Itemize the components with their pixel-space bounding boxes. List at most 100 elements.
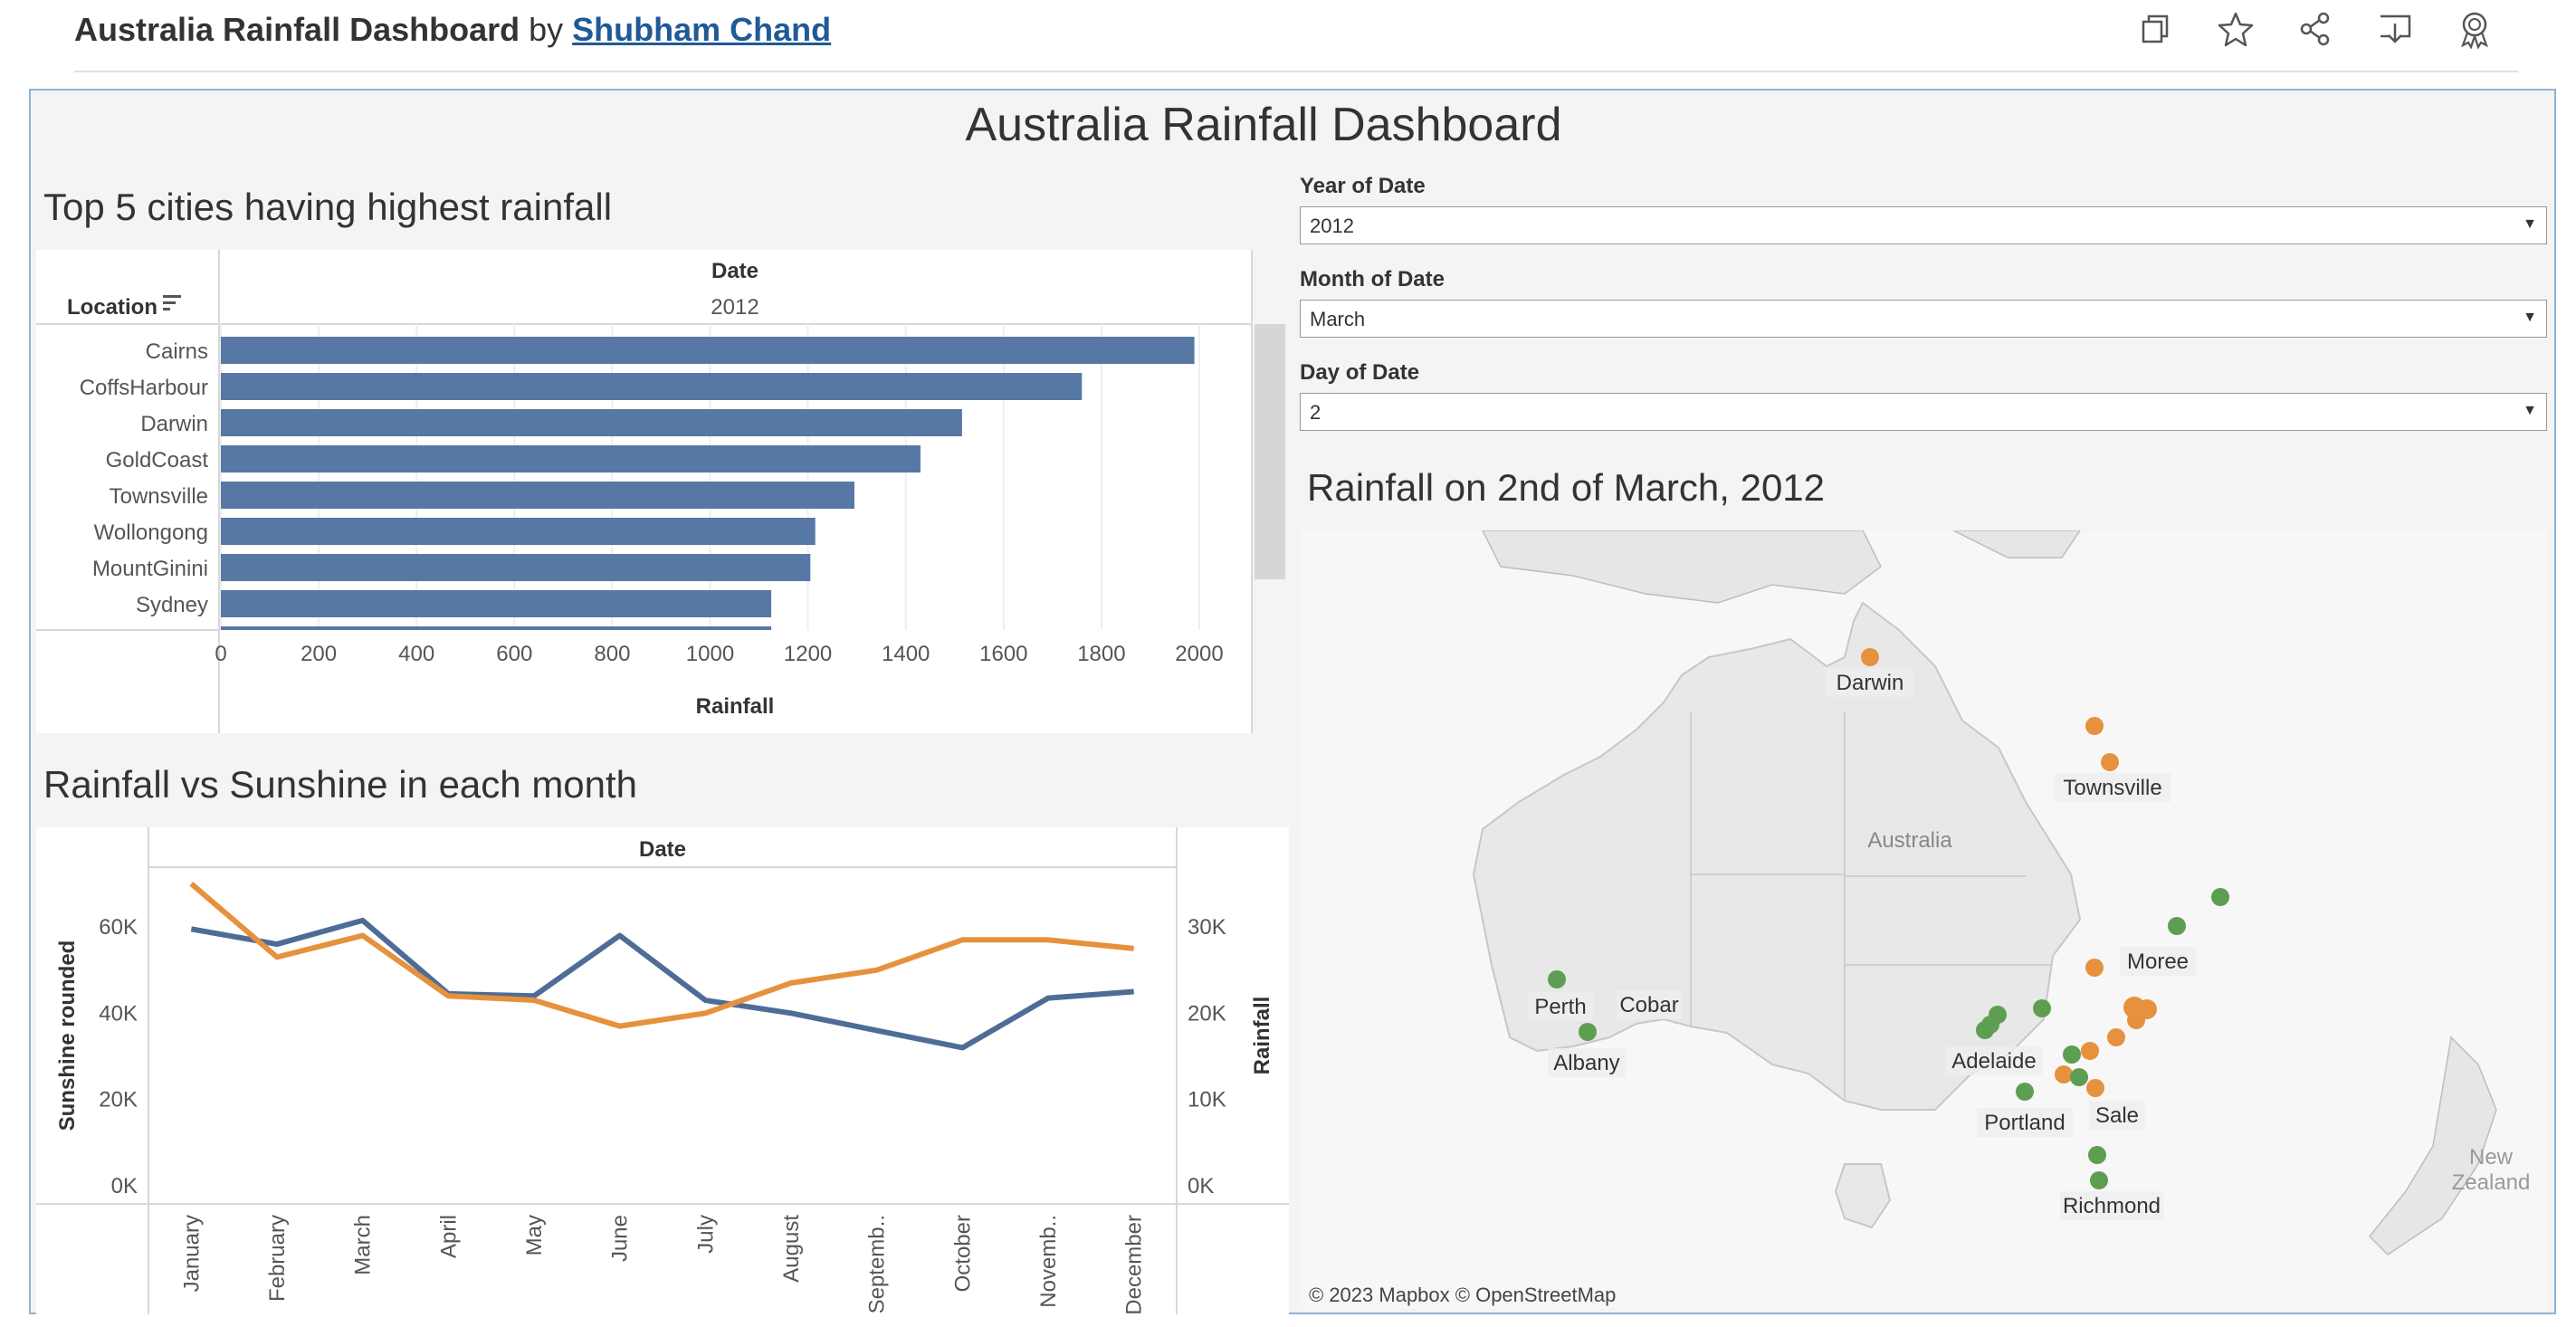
map-point[interactable]	[2085, 959, 2104, 977]
bar-x-tick: 0	[215, 642, 226, 666]
day-filter-value: 2	[1310, 401, 1321, 424]
right-y-tick: 10K	[1188, 1088, 1226, 1112]
bar-category-label[interactable]: GoldCoast	[106, 448, 209, 473]
line-series-rainfall[interactable]	[189, 882, 1134, 1029]
star-icon[interactable]	[2216, 9, 2256, 49]
map-nz-label-2: Zealand	[2452, 1170, 2531, 1195]
month-filter-label: Month of Date	[1300, 267, 1445, 291]
map-label-portland: Portland	[1984, 1111, 2065, 1135]
map-point[interactable]	[2127, 1011, 2145, 1029]
day-filter-dropdown[interactable]: 2 ▼	[1300, 393, 2547, 431]
map-point[interactable]	[2211, 888, 2229, 906]
map-point[interactable]	[2168, 917, 2186, 935]
bar-x-tick: 1200	[784, 642, 832, 666]
map-point[interactable]	[2085, 717, 2104, 735]
bar-x-tick: 200	[301, 642, 337, 666]
line-x-tick: October	[950, 1215, 975, 1292]
line-x-tick: March	[351, 1215, 376, 1275]
by-text: by	[529, 11, 564, 48]
bar[interactable]	[221, 626, 772, 654]
bar-x-tick: 1800	[1077, 642, 1125, 666]
bar[interactable]	[221, 554, 811, 581]
australia-land	[1472, 601, 2082, 1111]
workbook-title-text: Australia Rainfall Dashboard	[74, 11, 520, 48]
download-icon[interactable]	[2375, 9, 2415, 49]
map-point[interactable]	[1861, 648, 1879, 666]
right-y-tick: 30K	[1188, 915, 1226, 940]
month-filter-dropdown[interactable]: March ▼	[1300, 300, 2547, 338]
badge-icon[interactable]	[2455, 9, 2495, 49]
bar[interactable]	[221, 482, 854, 509]
bar-category-label[interactable]: Brisbane	[122, 629, 208, 654]
bar[interactable]	[221, 590, 772, 617]
map-point[interactable]	[2107, 1028, 2125, 1046]
map-label-cobar: Cobar	[1619, 993, 1678, 1017]
left-y-tick: 40K	[99, 1001, 138, 1026]
bar[interactable]	[221, 373, 1083, 400]
map-point[interactable]	[2055, 1065, 2073, 1084]
dashboard-title: Australia Rainfall Dashboard	[965, 99, 1562, 151]
filters-panel: Year of Date 2012 ▼ Month of Date March …	[1300, 174, 2549, 445]
bar[interactable]	[221, 445, 921, 473]
map-point[interactable]	[2086, 1079, 2104, 1097]
bar-x-tick: 1400	[882, 642, 930, 666]
line-x-tick: Septemb..	[865, 1215, 890, 1313]
map-point[interactable]	[1579, 1023, 1597, 1041]
share-icon[interactable]	[2295, 9, 2335, 49]
right-y-tick: 20K	[1188, 1001, 1226, 1026]
map-point[interactable]	[2101, 753, 2119, 771]
bar-category-label[interactable]: Darwin	[140, 412, 208, 436]
bar[interactable]	[221, 409, 962, 436]
bar-category-label[interactable]: Wollongong	[94, 520, 208, 545]
map-country-label: Australia	[1867, 828, 1952, 853]
column-header-date: Date	[711, 259, 758, 283]
line-chart: Date Sunshine rounded Rainfall 60K 40K 20K…	[36, 827, 1289, 1314]
author-link[interactable]: Shubham Chand	[572, 11, 832, 48]
map-points	[1548, 648, 2229, 1189]
bar-x-tick: 1000	[686, 642, 734, 666]
new-guinea-land	[1482, 530, 1882, 604]
map-point[interactable]	[2016, 1083, 2034, 1101]
line-x-tick: January	[179, 1215, 204, 1292]
duplicate-icon[interactable]	[2134, 9, 2174, 49]
year-filter-dropdown[interactable]: 2012 ▼	[1300, 206, 2547, 244]
bar-category-label[interactable]: Cairns	[146, 339, 208, 364]
map-point[interactable]	[2063, 1045, 2081, 1064]
map-attribution[interactable]: © 2023 Mapbox © OpenStreetMap	[1309, 1284, 1616, 1306]
map-nz-label-1: New	[2469, 1145, 2514, 1169]
chevron-down-icon: ▼	[2523, 310, 2537, 325]
line-x-tick: August	[779, 1215, 804, 1283]
bar[interactable]	[221, 518, 816, 545]
line-x-tick: June	[608, 1215, 633, 1262]
map-point[interactable]	[2081, 1042, 2099, 1060]
bar-chart-scrollbar[interactable]	[1255, 324, 1285, 579]
bar[interactable]	[221, 337, 1195, 364]
map-label-perth: Perth	[1534, 995, 1586, 1019]
bar-category-label[interactable]: Sydney	[136, 593, 208, 617]
map-point[interactable]	[2088, 1146, 2106, 1164]
line-chart-title: Rainfall vs Sunshine in each month	[43, 763, 638, 806]
left-y-tick: 20K	[99, 1088, 138, 1112]
new-zealand-land	[2368, 1036, 2497, 1255]
column-header-year: 2012	[711, 295, 758, 320]
sort-icon[interactable]	[163, 295, 181, 310]
bar-category-label[interactable]: MountGinini	[92, 557, 208, 581]
bar-x-tick: 1600	[979, 642, 1027, 666]
bar-chart: Date 2012 Location Cairns CoffsHarbour Dar…	[36, 250, 1285, 733]
map-point[interactable]	[2070, 1068, 2088, 1086]
bar-x-tick: 2000	[1175, 642, 1223, 666]
map-point[interactable]	[2090, 1171, 2108, 1189]
map-point[interactable]	[2033, 999, 2051, 1017]
line-series-sunshine[interactable]	[190, 917, 1134, 1051]
bar-category-label[interactable]: CoffsHarbour	[80, 376, 208, 400]
bar-category-label[interactable]: Townsville	[110, 484, 208, 509]
map-label-adelaide: Adelaide	[1951, 1049, 2036, 1074]
year-filter-label: Year of Date	[1300, 174, 1426, 198]
rainfall-map[interactable]: Australia New Zealand Darwin Townsville …	[1302, 530, 2549, 1309]
row-header-location[interactable]: Location	[67, 295, 157, 320]
map-label-richmond: Richmond	[2063, 1194, 2161, 1218]
map-point[interactable]	[1548, 970, 1566, 988]
day-filter-label: Day of Date	[1300, 360, 1420, 385]
map-point[interactable]	[1976, 1021, 1994, 1039]
line-x-tick: Novemb..	[1036, 1215, 1061, 1308]
